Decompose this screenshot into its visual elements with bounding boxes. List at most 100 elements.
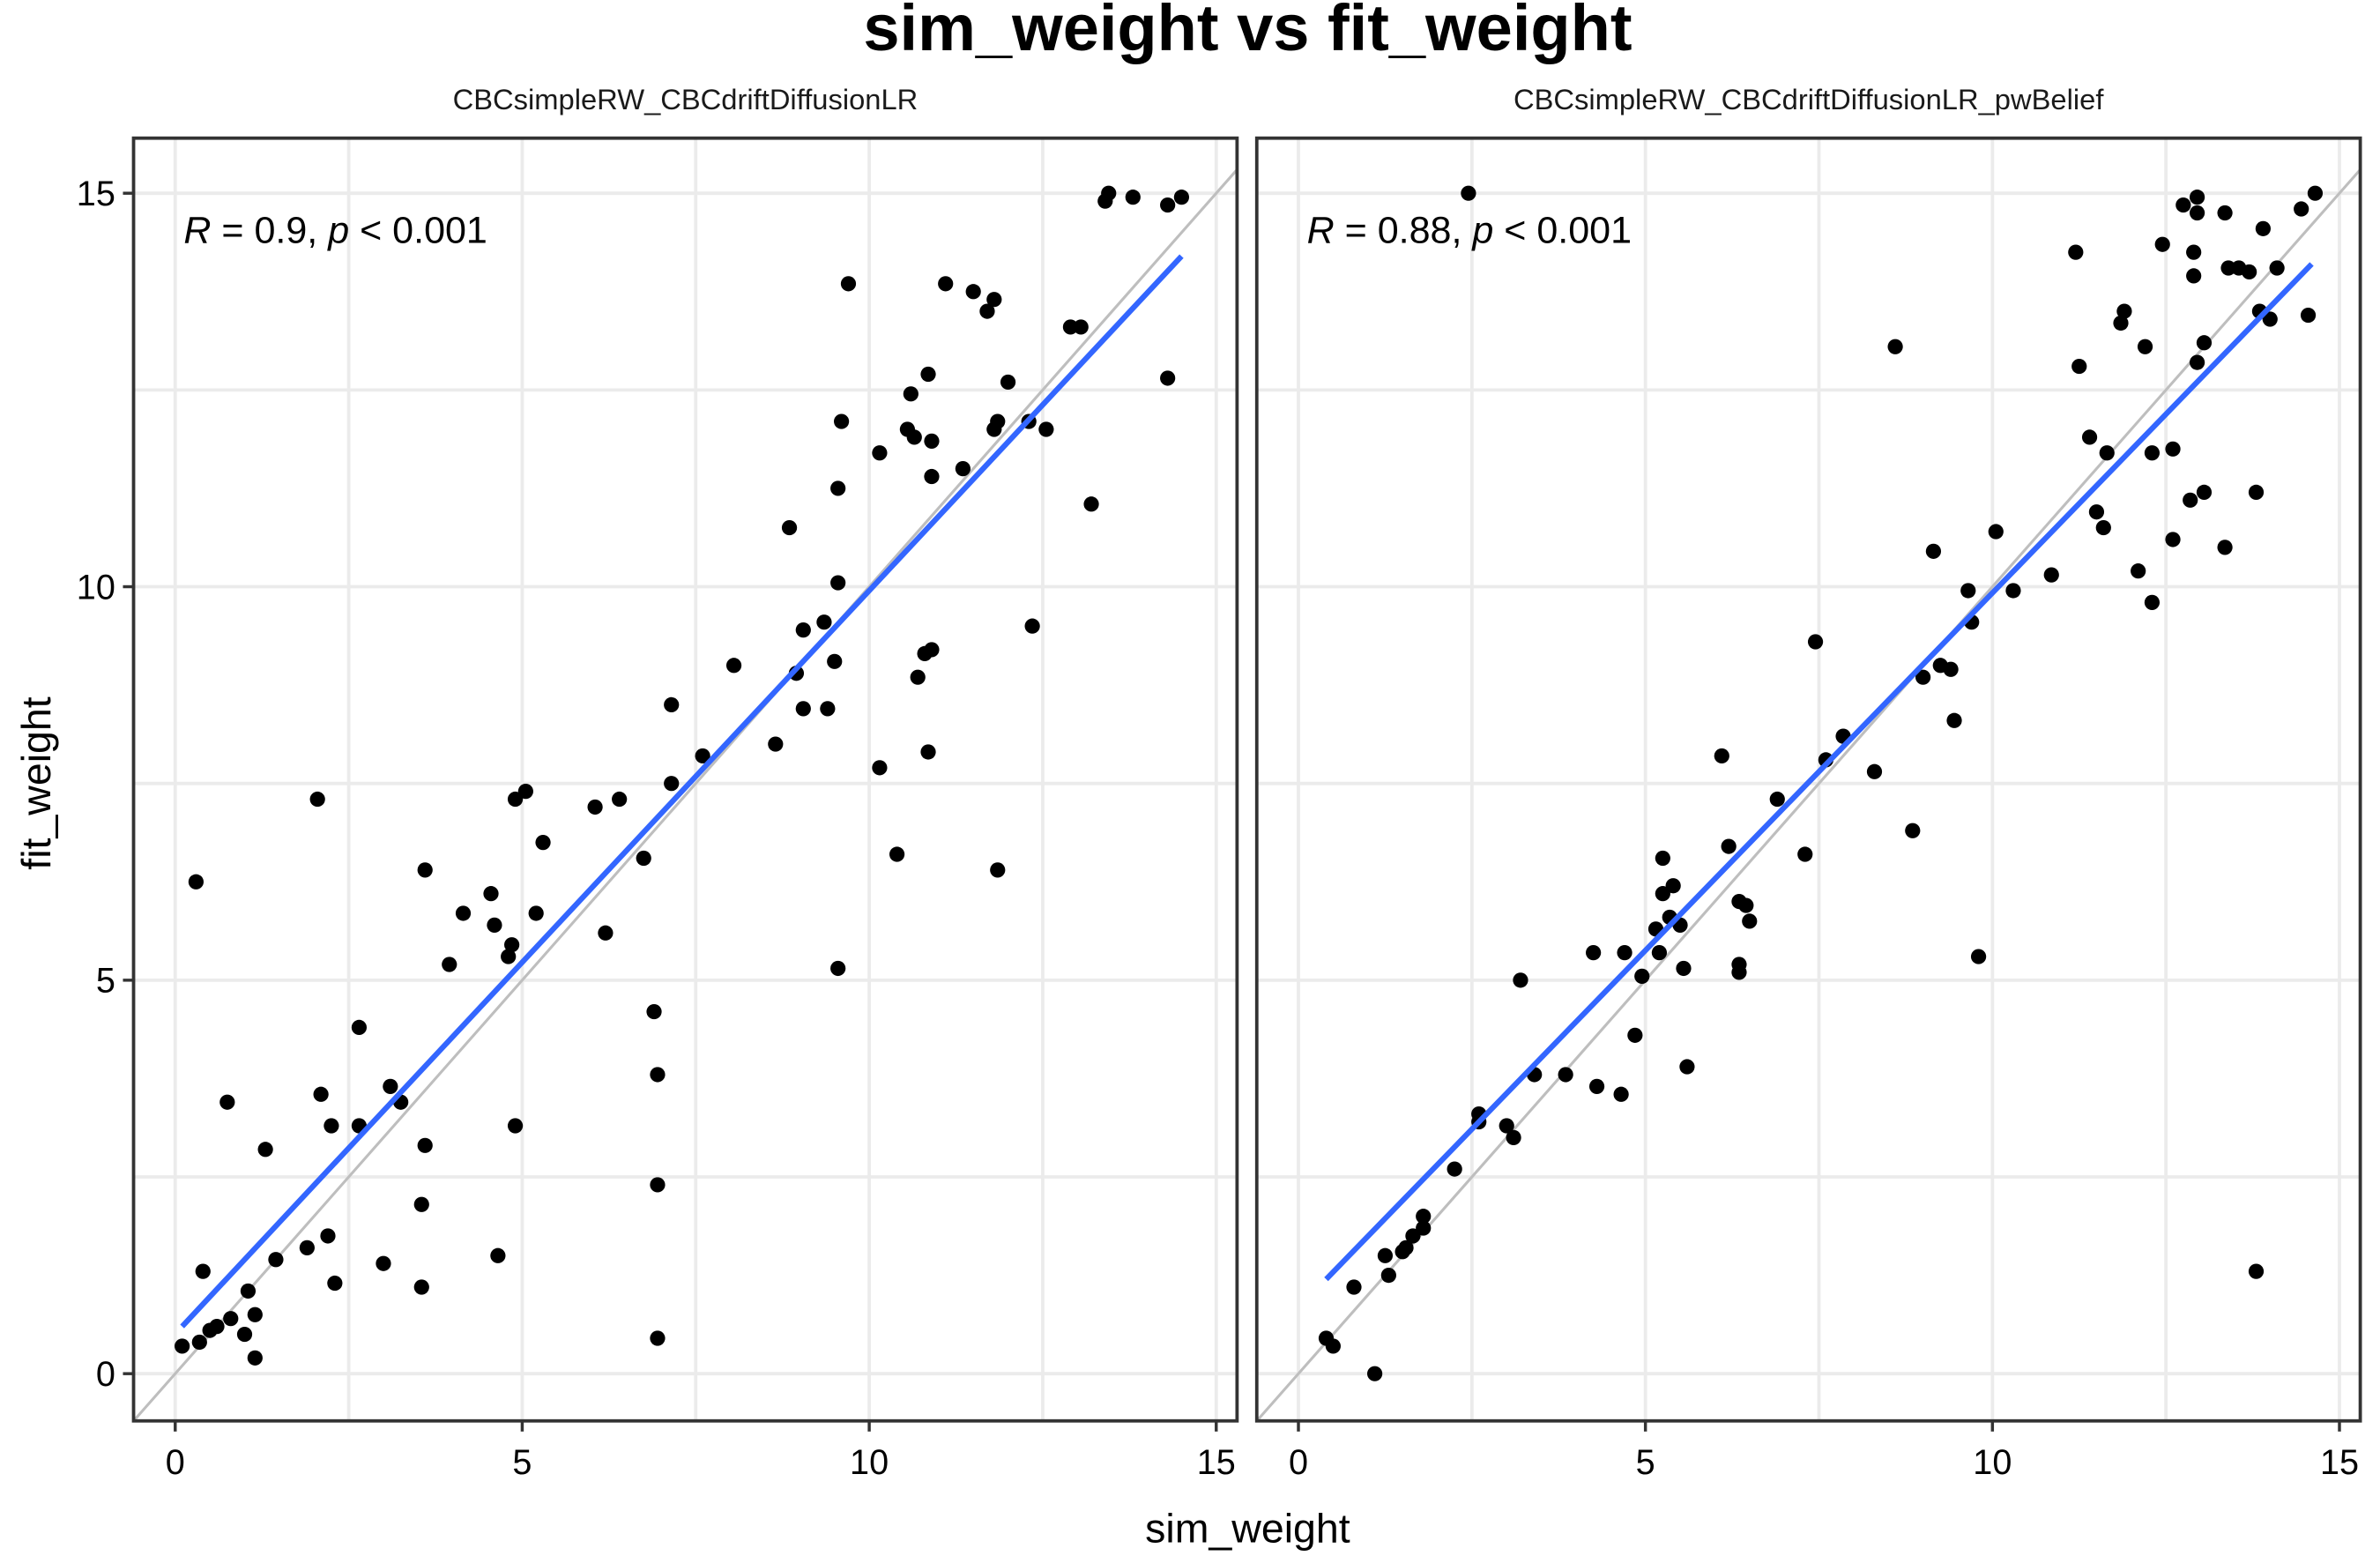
data-point [1038, 421, 1054, 437]
data-point [820, 701, 836, 717]
data-point [2165, 441, 2181, 457]
data-point [990, 413, 1006, 429]
plot-area [133, 168, 1238, 1421]
data-point [2189, 190, 2205, 205]
data-point [517, 784, 533, 800]
data-point [650, 1177, 666, 1193]
data-point [413, 1279, 429, 1295]
data-point [1101, 185, 1117, 201]
data-point [2189, 205, 2205, 221]
data-point [490, 1247, 506, 1263]
data-point [1651, 944, 1668, 961]
data-point [816, 614, 832, 630]
data-point [487, 917, 502, 933]
data-point [889, 846, 905, 862]
data-point [1617, 944, 1633, 961]
data-point [299, 1240, 315, 1255]
data-point [1679, 1059, 1695, 1075]
data-point [1655, 886, 1670, 902]
data-point [833, 413, 850, 429]
data-point [979, 303, 995, 319]
correlation-label: R = 0.9, p < 0.001 [183, 210, 487, 252]
data-point [1461, 185, 1476, 201]
data-point [1173, 190, 1190, 205]
data-point [2196, 484, 2213, 501]
data-point [2095, 519, 2111, 536]
data-point [236, 1326, 253, 1343]
data-point [986, 292, 1002, 308]
identity-line [1256, 168, 2361, 1421]
x-tick-label: 15 [1197, 1443, 1236, 1482]
data-point [324, 1118, 339, 1134]
identity-line [133, 168, 1238, 1421]
data-point [1655, 850, 1670, 867]
x-axis-title: sim_weight [1145, 1506, 1350, 1552]
data-point [1586, 944, 1602, 961]
x-tick-label: 0 [1289, 1443, 1308, 1482]
data-point [188, 874, 204, 890]
data-point [455, 905, 472, 921]
data-point [219, 1094, 235, 1110]
data-point [830, 575, 846, 591]
data-point [2294, 201, 2309, 217]
data-point [1742, 913, 1758, 929]
data-point [1125, 190, 1141, 205]
x-tick-label: 10 [850, 1443, 889, 1482]
data-point [2189, 354, 2205, 370]
data-point [903, 386, 919, 402]
data-point [175, 1338, 190, 1354]
data-point [223, 1311, 239, 1327]
data-point [2005, 583, 2021, 599]
data-point [507, 791, 524, 808]
data-point [2186, 268, 2202, 284]
data-point [1380, 1267, 1396, 1284]
data-point [924, 433, 940, 449]
facet-label: CBCsimpleRW_CBCdriftDiffusionLR [453, 83, 919, 115]
data-point [376, 1255, 391, 1271]
data-point [2144, 594, 2161, 610]
data-point [2196, 335, 2213, 351]
y-tick-label: 10 [77, 568, 115, 607]
data-point [2183, 492, 2198, 508]
data-point [413, 1196, 429, 1212]
gridlines [133, 138, 1238, 1421]
data-point [2068, 244, 2084, 260]
data-point [990, 862, 1006, 878]
data-point [1083, 496, 1099, 512]
data-point [383, 1078, 398, 1094]
data-point [664, 696, 680, 713]
chart-title: sim_weight vs fit_weight [863, 0, 1632, 64]
data-point [417, 1137, 433, 1153]
data-point [612, 791, 628, 808]
data-point [2144, 445, 2161, 461]
data-point [191, 1334, 207, 1351]
data-point [240, 1283, 257, 1299]
x-tick-label: 5 [512, 1443, 532, 1482]
data-point [1160, 197, 1176, 213]
data-point [2262, 311, 2278, 327]
data-point [504, 937, 520, 953]
data-point [1558, 1067, 1573, 1083]
data-point [598, 925, 614, 941]
data-point [483, 886, 499, 902]
data-point [2248, 484, 2265, 501]
y-tick-label: 15 [77, 175, 115, 213]
data-point [1988, 524, 2004, 540]
data-point [535, 835, 551, 851]
data-point [1405, 1228, 1421, 1244]
panel-1: CBCsimpleRW_CBCdriftDiffusionLR R = 0.9, … [77, 83, 1239, 1482]
data-point [1676, 960, 1692, 977]
y-tick-label: 0 [96, 1355, 115, 1394]
data-point [938, 276, 954, 292]
data-point [2175, 197, 2191, 213]
x-tick-label: 10 [1973, 1443, 2012, 1482]
data-point [2242, 264, 2257, 280]
data-point [313, 1086, 329, 1102]
data-point [920, 744, 936, 760]
data-point [768, 736, 784, 752]
data-point [965, 284, 981, 300]
y-axis-title: fit_weight [13, 696, 59, 869]
data-point [1499, 1118, 1514, 1134]
data-point [2248, 1263, 2265, 1279]
data-point [695, 748, 710, 764]
